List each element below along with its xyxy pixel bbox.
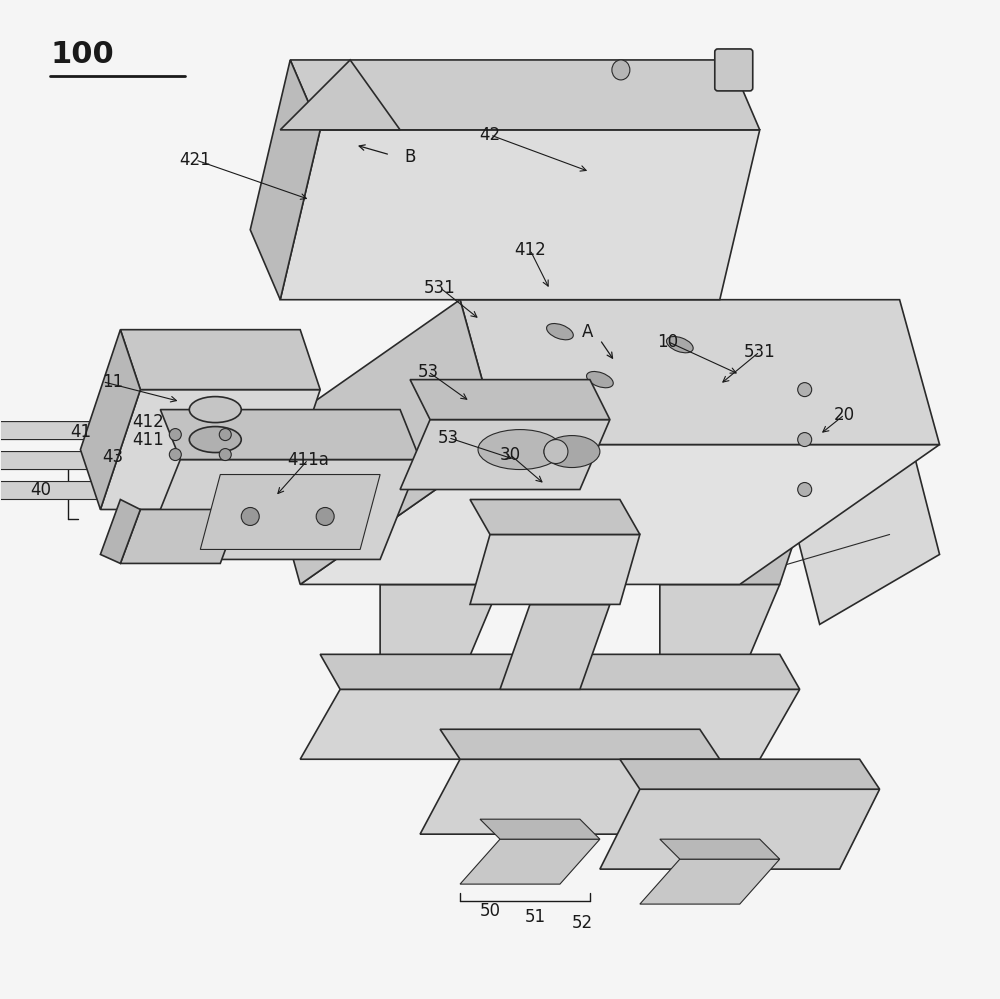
Text: 11: 11 [102, 373, 124, 391]
Circle shape [798, 483, 812, 497]
Polygon shape [280, 60, 400, 130]
Text: 52: 52 [571, 914, 592, 932]
Polygon shape [660, 839, 780, 859]
Ellipse shape [666, 337, 693, 353]
Text: 412: 412 [514, 241, 546, 259]
FancyBboxPatch shape [715, 49, 753, 91]
Polygon shape [320, 654, 800, 689]
Text: 531: 531 [424, 279, 456, 297]
Polygon shape [100, 390, 320, 509]
Polygon shape [80, 330, 140, 509]
Text: 10: 10 [657, 333, 678, 351]
Polygon shape [600, 789, 880, 869]
Polygon shape [280, 130, 760, 300]
Polygon shape [380, 524, 520, 584]
Text: 40: 40 [30, 481, 51, 499]
Text: 42: 42 [479, 126, 501, 144]
Polygon shape [120, 509, 240, 563]
Polygon shape [660, 584, 780, 679]
Text: 531: 531 [744, 343, 776, 361]
Ellipse shape [478, 430, 562, 470]
Polygon shape [300, 445, 940, 584]
Text: 30: 30 [499, 446, 521, 464]
Text: 53: 53 [437, 429, 459, 447]
Polygon shape [460, 300, 940, 445]
Text: 421: 421 [179, 151, 211, 169]
Polygon shape [120, 330, 320, 390]
Polygon shape [420, 759, 720, 834]
Text: 50: 50 [480, 902, 501, 920]
Ellipse shape [544, 436, 600, 468]
Polygon shape [660, 524, 800, 584]
Circle shape [798, 433, 812, 447]
Ellipse shape [587, 372, 613, 388]
Polygon shape [160, 410, 420, 460]
Text: 43: 43 [102, 448, 124, 466]
Polygon shape [250, 60, 320, 300]
Polygon shape [0, 422, 120, 440]
Ellipse shape [189, 397, 241, 423]
Polygon shape [380, 584, 500, 679]
Polygon shape [410, 380, 610, 420]
Polygon shape [620, 759, 880, 789]
Text: 411a: 411a [287, 451, 329, 469]
Circle shape [316, 507, 334, 525]
Text: 20: 20 [834, 406, 855, 424]
Ellipse shape [544, 440, 568, 464]
Polygon shape [200, 475, 380, 549]
Text: 53: 53 [418, 363, 439, 381]
Polygon shape [640, 859, 780, 904]
Polygon shape [460, 839, 600, 884]
Circle shape [219, 429, 231, 441]
Circle shape [798, 383, 812, 397]
Polygon shape [260, 300, 500, 584]
Text: A: A [582, 323, 594, 341]
Polygon shape [760, 320, 940, 624]
Text: B: B [404, 148, 416, 166]
Polygon shape [300, 689, 800, 759]
Polygon shape [0, 482, 120, 500]
Polygon shape [470, 534, 640, 604]
Circle shape [219, 449, 231, 461]
Polygon shape [0, 452, 120, 470]
Polygon shape [440, 729, 720, 759]
Text: 412: 412 [132, 413, 164, 431]
Ellipse shape [189, 427, 241, 453]
Circle shape [169, 429, 181, 441]
Polygon shape [470, 500, 640, 534]
Ellipse shape [547, 324, 573, 340]
Text: 100: 100 [50, 40, 114, 70]
Polygon shape [500, 604, 610, 689]
Text: 51: 51 [524, 908, 546, 926]
Polygon shape [290, 60, 760, 130]
Circle shape [169, 449, 181, 461]
Polygon shape [480, 819, 600, 839]
Text: 41: 41 [70, 423, 91, 441]
Polygon shape [140, 460, 420, 559]
Text: 411: 411 [132, 431, 164, 449]
Polygon shape [510, 569, 610, 604]
Circle shape [241, 507, 259, 525]
Ellipse shape [612, 60, 630, 80]
Polygon shape [100, 500, 140, 563]
Polygon shape [400, 420, 610, 490]
